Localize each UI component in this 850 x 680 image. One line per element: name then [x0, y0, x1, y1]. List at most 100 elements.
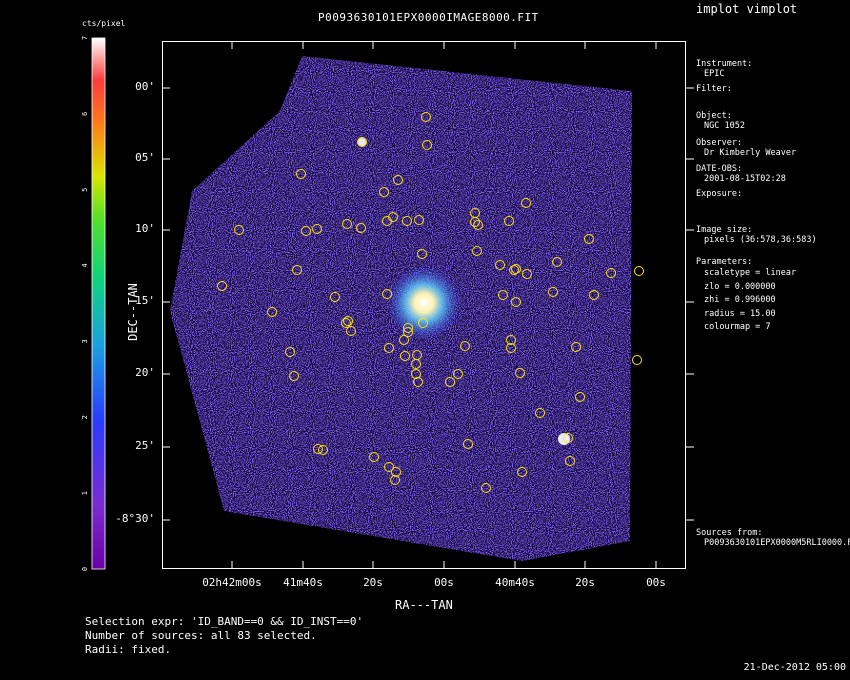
- source-marker: [399, 335, 409, 345]
- colorbar-tick-label: 3: [81, 339, 89, 343]
- y-tick-label: 25': [135, 439, 155, 452]
- colorbar-tick-label: 5: [81, 188, 89, 192]
- source-markers: [217, 112, 644, 493]
- source-marker: [318, 445, 328, 455]
- source-marker: [421, 112, 431, 122]
- sources-value: P0093630101EPX0000M5RLI0000.F: [704, 538, 850, 548]
- source-marker: [400, 351, 410, 361]
- x-tick-label: 40m40s: [495, 576, 535, 589]
- date-obs-value: 2001-08-15T02:28: [704, 174, 786, 184]
- source-marker: [388, 212, 398, 222]
- source-marker: [411, 369, 421, 379]
- source-marker: [417, 249, 427, 259]
- colorbar-tick-label: 0: [81, 567, 89, 571]
- x-tick-label: 02h42m00s: [202, 576, 262, 589]
- source-marker: [285, 347, 295, 357]
- source-marker: [495, 260, 505, 270]
- colorbar-tick-label: 6: [81, 112, 89, 116]
- object-label: Object:: [696, 111, 732, 121]
- source-marker: [571, 342, 581, 352]
- ngc1052-nucleus: [386, 265, 462, 341]
- source-marker: [473, 220, 483, 230]
- colorbar-tick-label: 1: [81, 491, 89, 495]
- source-marker: [356, 223, 366, 233]
- source-marker: [511, 297, 521, 307]
- app-title: implot vimplot: [696, 2, 798, 16]
- plot-frame: [162, 41, 686, 569]
- source-marker: [357, 137, 367, 147]
- param-radius: radius = 15.00: [704, 308, 776, 319]
- param-zhi: zhi = 0.996000: [704, 295, 776, 305]
- colorbar-unit: cts/pixel: [82, 19, 126, 28]
- source-marker: [453, 369, 463, 379]
- y-tick-label: 20': [135, 366, 155, 379]
- observer-label: Observer:: [696, 138, 743, 148]
- x-tick-label: 00s: [434, 576, 454, 589]
- source-marker: [606, 268, 616, 278]
- source-marker: [509, 265, 519, 275]
- source-marker: [472, 246, 482, 256]
- instrument-label: Instrument:: [696, 59, 753, 69]
- source-marker: [522, 269, 532, 279]
- colorbar-tick-label: 4: [81, 263, 89, 267]
- source-marker: [589, 290, 599, 300]
- y-tick-label: -8°30': [115, 512, 155, 525]
- source-marker: [634, 266, 644, 276]
- source-marker: [390, 475, 400, 485]
- object-value: NGC 1052: [704, 121, 745, 131]
- source-marker: [379, 187, 389, 197]
- source-marker: [296, 169, 306, 179]
- x-tick-label: 00s: [646, 576, 666, 589]
- source-marker: [517, 467, 527, 477]
- source-marker: [384, 343, 394, 353]
- source-marker: [292, 265, 302, 275]
- source-marker: [515, 368, 525, 378]
- filter-label: Filter:: [696, 84, 732, 94]
- source-marker: [504, 216, 514, 226]
- param-scaletype: scaletype = linear: [704, 268, 797, 278]
- source-marker: [369, 452, 379, 462]
- source-marker: [506, 335, 516, 345]
- bright-point-source-2: [358, 138, 366, 146]
- source-marker: [584, 234, 594, 244]
- source-marker: [234, 225, 244, 235]
- colorbar: 0 1 2 3 4 5 6 7: [81, 36, 106, 571]
- colorbar-tick-label: 2: [81, 415, 89, 419]
- source-marker: [403, 323, 413, 333]
- source-marker: [481, 483, 491, 493]
- source-marker: [445, 377, 455, 387]
- source-marker: [403, 327, 413, 337]
- x-axis-label: RA---TAN: [395, 598, 453, 612]
- source-marker: [552, 257, 562, 267]
- x-tick-label: 20s: [363, 576, 383, 589]
- info-panel: Instrument: EPIC Filter: Object: NGC 105…: [696, 59, 817, 335]
- source-marker: [289, 371, 299, 381]
- y-tick-label: 10': [135, 222, 155, 235]
- source-marker: [535, 408, 545, 418]
- parameters-label: Parameters:: [696, 257, 753, 267]
- source-marker: [498, 290, 508, 300]
- source-marker: [413, 377, 423, 387]
- source-marker: [506, 343, 516, 353]
- xray-image: [170, 56, 644, 561]
- y-tick-label: 05': [135, 151, 155, 164]
- source-marker: [418, 318, 428, 328]
- source-marker: [411, 359, 421, 369]
- y-tick-label: 00': [135, 80, 155, 93]
- source-marker: [470, 208, 480, 218]
- colorbar-ticks: 0 1 2 3 4 5 6 7: [81, 36, 89, 571]
- source-marker: [391, 467, 401, 477]
- source-marker: [267, 307, 277, 317]
- x-tick-label: 20s: [575, 576, 595, 589]
- source-marker: [393, 175, 403, 185]
- x-tick-label: 41m40s: [283, 576, 323, 589]
- param-colourmap: colourmap = 7: [704, 322, 771, 332]
- source-marker: [563, 433, 573, 443]
- colorbar-tick-label: 7: [81, 36, 89, 40]
- source-marker: [217, 281, 227, 291]
- source-marker: [632, 355, 642, 365]
- source-marker: [460, 341, 470, 351]
- colorbar-gradient: [91, 37, 106, 570]
- source-marker: [343, 316, 353, 326]
- date-obs-label: DATE-OBS:: [696, 164, 743, 174]
